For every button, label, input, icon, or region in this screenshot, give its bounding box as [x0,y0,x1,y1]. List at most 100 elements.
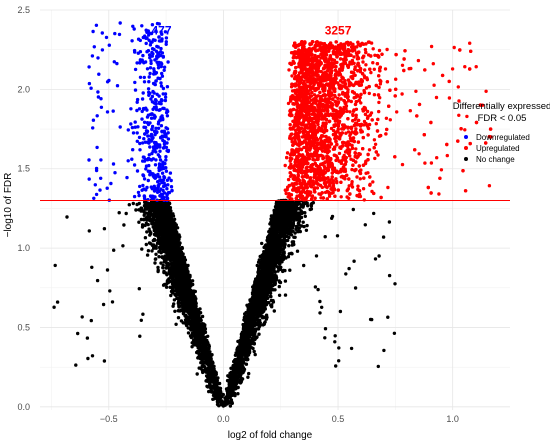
point-no-change [171,214,176,218]
point-no-change [278,213,283,217]
point-no-change [188,273,192,278]
point-no-change [278,280,283,285]
point-no-change [256,303,261,307]
point-no-change [265,281,269,285]
point-no-change [140,247,144,251]
point-no-change [137,220,141,224]
point-no-change [277,284,281,289]
point-no-change [261,323,265,327]
point-no-change [215,390,220,394]
point-no-change [210,353,214,357]
point-no-change [166,232,170,237]
point-no-change [203,335,208,339]
point-no-change [283,293,288,297]
point-no-change [162,282,167,287]
point-no-change [244,323,249,327]
point-no-change [147,210,152,214]
point-no-change [239,372,243,376]
point-no-change [192,338,196,342]
point-no-change [250,297,254,301]
point-no-change [265,293,269,297]
point-no-change [209,370,214,374]
point-no-change [214,394,219,398]
point-no-change [230,380,235,384]
point-no-change [171,304,175,308]
point-no-change [131,201,135,206]
point-no-change [225,378,230,383]
point-no-change [168,285,172,289]
point-no-change [273,288,277,292]
point-no-change [254,286,258,290]
point-no-change [253,352,257,357]
point-no-change [286,255,291,259]
point-no-change [303,214,307,218]
point-no-change [301,220,305,224]
point-no-change [169,293,173,298]
point-no-change [150,222,154,226]
point-no-change [203,348,207,352]
point-no-change [276,260,280,264]
point-no-change [186,263,190,268]
point-no-change [243,344,247,348]
point-no-change [165,273,169,277]
point-no-change [145,253,150,257]
point-no-change [254,327,258,331]
point-no-change [255,323,259,327]
point-no-change [257,264,261,268]
point-no-change [157,255,161,259]
point-no-change [265,315,269,320]
point-no-change [249,302,253,306]
point-no-change [246,375,250,379]
point-no-change [237,365,241,369]
point-no-change [240,330,245,334]
point-no-change [195,349,200,354]
point-no-change [207,389,211,394]
point-no-change [283,219,287,223]
point-no-change [153,257,158,261]
point-no-change [233,366,237,370]
point-no-change [186,331,191,335]
point-no-change [162,270,166,275]
point-no-change [274,276,279,280]
point-no-change [297,226,301,230]
point-no-change [296,221,301,226]
point-no-change [228,371,232,376]
point-no-change [267,242,271,246]
point-no-change [258,318,262,322]
point-no-change [165,263,169,267]
point-no-change [299,204,303,208]
point-no-change [301,201,305,205]
point-no-change [199,366,203,371]
point-no-change [275,248,280,253]
point-no-change [275,202,279,206]
point-no-change [276,254,280,258]
point-no-change [281,206,285,210]
point-no-change [239,353,243,357]
point-no-change [287,235,291,240]
point-no-change [271,282,276,287]
point-no-change [153,261,157,265]
point-no-change [196,308,201,312]
point-no-change [236,374,241,378]
point-no-change [259,269,263,274]
point-no-change [291,229,295,233]
point-no-change [282,237,287,241]
point-no-change [256,260,261,264]
point-no-change [169,232,174,237]
point-no-change [162,241,166,245]
point-no-change [142,213,146,217]
point-no-change [165,214,169,218]
point-no-change [140,225,145,229]
point-no-change [265,238,269,243]
point-no-change [236,392,240,396]
point-no-change [243,312,247,316]
point-no-change [167,201,172,206]
point-no-change [236,380,241,384]
point-no-change [263,258,267,262]
point-no-change [167,257,172,261]
point-no-change [137,201,141,206]
point-no-change [293,209,298,213]
point-no-change [299,211,304,216]
point-no-change [247,371,251,376]
